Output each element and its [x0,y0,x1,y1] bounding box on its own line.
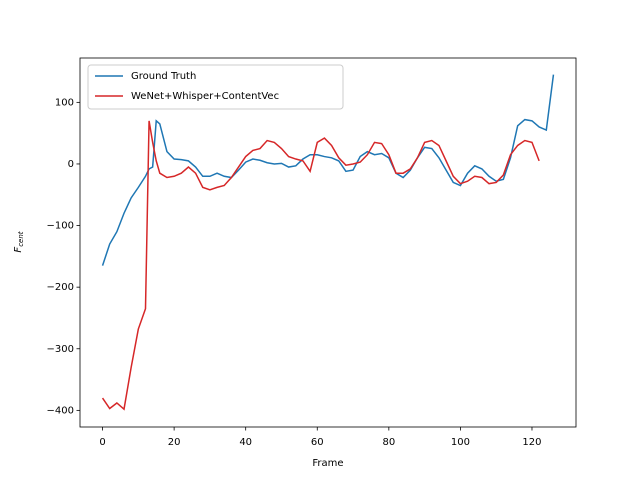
y-tick-label: −400 [47,405,74,416]
y-axis-label-sub: cent [17,231,25,247]
x-tick-label: 20 [168,437,181,448]
y-tick-label: 100 [55,97,74,108]
axes-frame [79,57,577,428]
data-line [101,74,555,266]
x-tick-label: 100 [451,437,470,448]
x-tick-label: 120 [522,437,541,448]
x-tick-label: 80 [382,437,395,448]
data-line [101,120,540,411]
y-axis-label: Fcent [13,231,25,252]
y-tick-label: −200 [47,282,74,293]
y-axis-label-main: F [13,247,24,253]
y-tick-label: 0 [68,159,74,170]
legend-label: WeNet+Whisper+ContentVec [131,91,279,102]
y-tick-label: −300 [47,344,74,355]
y-tick-label: −100 [47,221,74,232]
x-tick-label: 40 [239,437,252,448]
legend-label: Ground Truth [131,71,196,82]
legend-box [87,64,344,110]
x-axis-label: Frame [312,458,343,469]
x-tick-label: 60 [311,437,324,448]
x-tick-label: 0 [99,437,105,448]
